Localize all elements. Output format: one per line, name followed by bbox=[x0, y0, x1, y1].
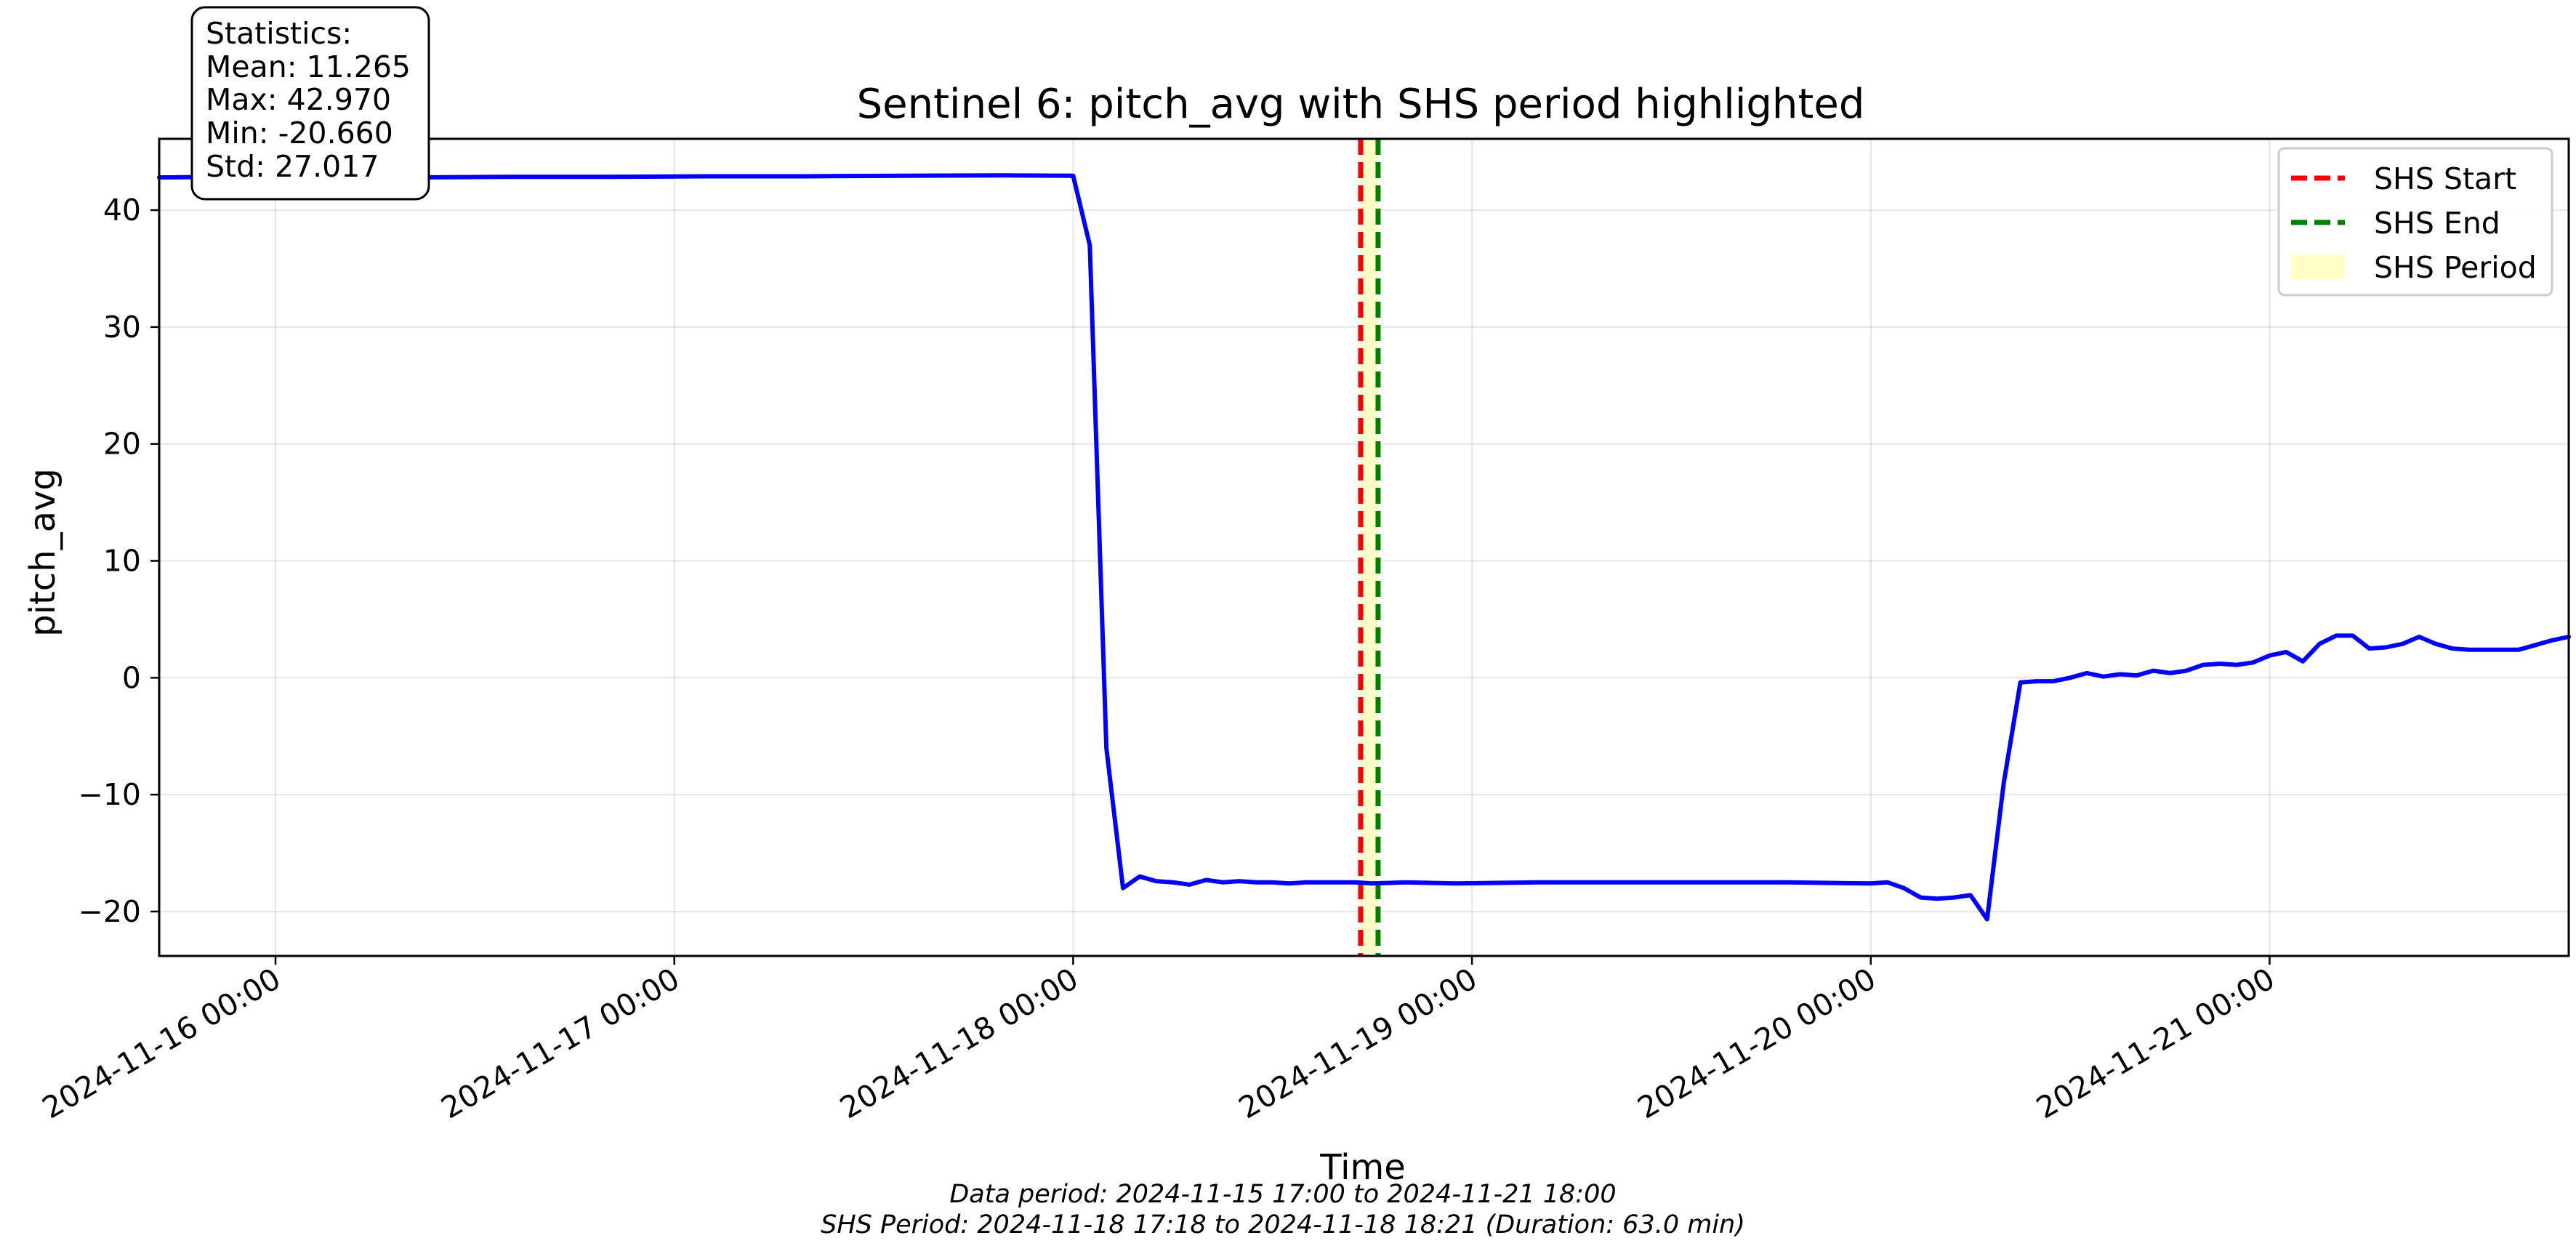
legend-frame bbox=[2277, 147, 2553, 297]
y-axis: −20 −10 0 10 20 30 40 bbox=[78, 193, 159, 929]
plot-area bbox=[157, 137, 2571, 957]
shs-period-band bbox=[1360, 139, 1378, 956]
stats-mean: Mean: 11.265 bbox=[206, 49, 411, 84]
stats-header: Statistics: bbox=[206, 16, 352, 51]
plot-frame bbox=[158, 137, 2570, 957]
y-tick-label: 0 bbox=[122, 660, 141, 695]
legend-swatch-shs-period bbox=[2291, 254, 2345, 279]
footer-data-period: Data period: 2024-11-15 17:00 to 2024-11… bbox=[949, 1180, 1616, 1209]
stats-std: Std: 27.017 bbox=[206, 149, 379, 184]
x-axis-label: Time bbox=[1319, 1147, 1405, 1188]
legend-label-shs-period: SHS Period bbox=[2374, 250, 2537, 285]
series-layer bbox=[157, 173, 2571, 922]
statistics-box: Statistics: Mean: 11.265 Max: 42.970 Min… bbox=[190, 6, 430, 201]
statistics-frame bbox=[190, 6, 430, 201]
shs-period-layer bbox=[1358, 139, 1381, 956]
y-axis-label: pitch_avg bbox=[23, 468, 63, 637]
legend-label-shs-end: SHS End bbox=[2374, 206, 2500, 241]
y-tick-label: −20 bbox=[78, 894, 141, 929]
y-tick-label: 10 bbox=[103, 543, 141, 578]
y-tick-label: 20 bbox=[103, 427, 141, 462]
y-tick-label: −10 bbox=[78, 777, 141, 812]
y-tick-label: 30 bbox=[103, 310, 141, 345]
stats-max: Max: 42.970 bbox=[206, 82, 391, 117]
chart-title: Sentinel 6: pitch_avg with SHS period hi… bbox=[857, 81, 1865, 128]
legend-label-shs-start: SHS Start bbox=[2374, 161, 2516, 196]
stats-min: Min: -20.660 bbox=[206, 116, 393, 150]
pitch-avg-line bbox=[157, 173, 2571, 922]
footer-shs-period: SHS Period: 2024-11-18 17:18 to 2024-11-… bbox=[821, 1210, 1745, 1239]
legend: SHS Start SHS End SHS Period bbox=[2277, 147, 2553, 297]
y-tick-label: 40 bbox=[103, 193, 141, 228]
